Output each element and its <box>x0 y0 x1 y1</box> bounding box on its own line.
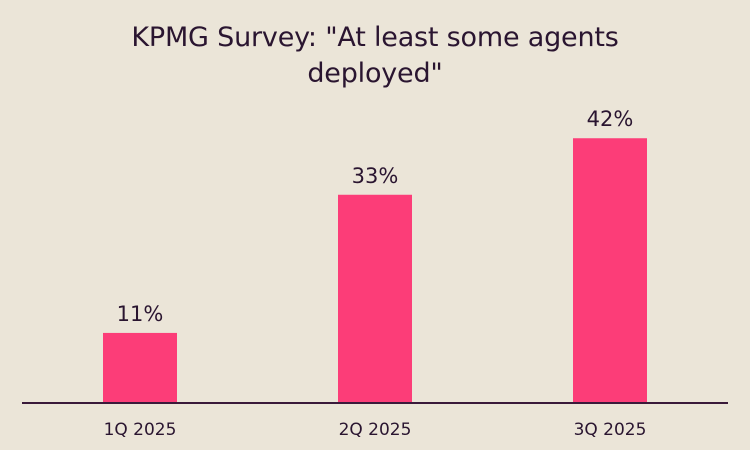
chart-title-line-1: KPMG Survey: "At least some agents <box>131 22 619 53</box>
bar-2 <box>338 194 412 402</box>
x-tick-label-3: 3Q 2025 <box>574 420 647 440</box>
bar-value-label-1: 11% <box>117 302 164 326</box>
bar-3 <box>573 138 647 403</box>
bar-value-label-3: 42% <box>587 107 634 131</box>
x-tick-label-2: 2Q 2025 <box>339 420 412 440</box>
bar-value-label-2: 33% <box>352 164 399 188</box>
chart-title-line-2: deployed" <box>307 58 443 89</box>
bar-1 <box>103 332 177 402</box>
x-tick-label-1: 1Q 2025 <box>104 420 177 440</box>
